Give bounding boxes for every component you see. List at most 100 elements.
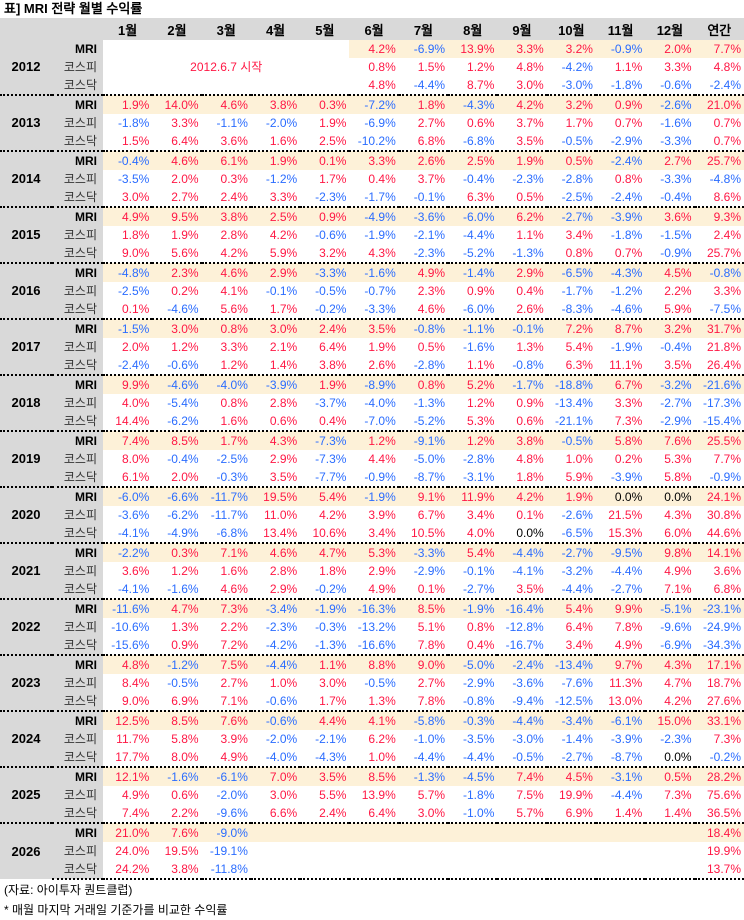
table-row: 코스피 24.0% 19.5% -19.1% 19.9% — [0, 842, 744, 860]
value-cell: 4.6% — [220, 582, 248, 596]
value-cell: 1.3% — [171, 620, 199, 634]
value-cell: -18.8% — [546, 374, 596, 394]
value-cell: -4.4% — [561, 582, 593, 596]
value-cell: -4.4% — [497, 710, 547, 730]
value-cell: 24.1% — [694, 486, 744, 506]
column-header: 3월 — [201, 18, 251, 40]
value-cell — [251, 76, 300, 95]
value-cell: 0.2% — [171, 284, 199, 298]
value-cell: -6.5% — [561, 526, 593, 540]
table-row: 코스닥 17.7% 8.0% 4.9% -4.0% -4.3% 1.0% -4.4% -4.4%… — [0, 748, 744, 767]
value-cell: 25.5% — [694, 430, 744, 450]
value-cell: -1.3% — [398, 766, 449, 786]
value-cell: 5.9% — [664, 302, 692, 316]
value-cell: 5.4% — [448, 542, 498, 562]
value-cell: 2.4% — [220, 190, 248, 204]
value-cell: -7.3% — [300, 430, 350, 450]
value-cell: 2.3% — [152, 262, 202, 282]
value-cell: -3.1% — [595, 766, 646, 786]
year-cell: 2026 — [0, 822, 52, 879]
value-cell: 2.4% — [713, 228, 741, 242]
value-cell: -3.3% — [660, 134, 692, 148]
value-cell: 6.3% — [565, 358, 593, 372]
value-cell: 7.4% — [103, 430, 153, 450]
value-cell: -2.4% — [497, 654, 547, 674]
value-cell: 3.8% — [319, 358, 347, 372]
value-cell: 4.2% — [349, 40, 399, 58]
value-cell: 0.9% — [171, 638, 199, 652]
source-note: (자료: 아이투자 퀀트클럽) — [4, 883, 133, 897]
value-cell: 6.2% — [497, 206, 547, 226]
value-cell: 7.5% — [516, 788, 544, 802]
value-cell: -0.6% — [265, 694, 298, 708]
value-cell: 3.6% — [220, 134, 248, 148]
value-cell — [300, 76, 349, 95]
value-cell: 1.7% — [269, 302, 298, 316]
value-cell — [300, 842, 349, 860]
value-cell: 8.8% — [349, 654, 399, 674]
value-cell: -3.3% — [660, 172, 692, 186]
value-cell: 0.9% — [516, 396, 544, 410]
value-cell: 3.3% — [664, 60, 692, 74]
value-cell: -16.3% — [349, 598, 399, 618]
value-cell — [645, 842, 694, 860]
value-cell: 5.4% — [300, 486, 350, 506]
value-cell: -1.6% — [463, 340, 495, 354]
value-cell: -9.4% — [512, 694, 544, 708]
value-cell: 6.1% — [121, 470, 150, 484]
value-cell: -4.1% — [117, 582, 150, 596]
value-cell: 6.9% — [565, 806, 593, 820]
value-cell: 6.4% — [319, 340, 347, 354]
value-cell: 7.3% — [201, 598, 251, 618]
value-cell: -4.6% — [167, 302, 199, 316]
year-cell: 2020 — [0, 486, 52, 543]
value-cell: 2.6% — [516, 302, 544, 316]
value-cell: -6.8% — [216, 526, 248, 540]
value-cell: -4.8% — [103, 262, 153, 282]
value-cell: 3.8% — [250, 94, 301, 114]
value-cell: 2.7% — [417, 676, 446, 690]
value-cell: 8.5% — [349, 766, 399, 786]
value-cell: -0.6% — [660, 78, 692, 92]
value-cell: 0.5% — [516, 190, 544, 204]
table-row: 코스피 3.6% 1.2% 1.6% 2.8% 1.8% 2.9% -2.9% -0.1% -4.… — [0, 562, 744, 580]
value-cell: 14.0% — [152, 94, 202, 114]
value-cell: 14.1% — [694, 542, 744, 562]
value-cell: 7.6% — [645, 430, 695, 450]
value-cell: 1.6% — [220, 564, 248, 578]
value-cell: 1.2% — [220, 358, 248, 372]
row-label: MRI — [52, 94, 103, 114]
row-label: 코스피 — [52, 786, 103, 804]
value-cell — [547, 842, 596, 860]
table-row: 코스피 11.7% 5.8% 3.9% -2.0% -2.1% 6.2% -1.0% -3.5%… — [0, 730, 744, 748]
value-cell: 8.7% — [467, 78, 495, 92]
value-cell: 3.0% — [319, 676, 347, 690]
row-label: MRI — [52, 262, 103, 282]
value-cell: -0.9% — [660, 246, 692, 260]
value-cell: 4.8% — [368, 78, 396, 92]
value-cell: -4.1% — [512, 564, 544, 578]
value-cell: -4.4% — [610, 564, 643, 578]
value-cell — [595, 860, 646, 880]
value-cell: 9.3% — [694, 206, 744, 226]
table-row: 2021 MRI -2.2% 0.3% 7.1% 4.6% 4.7% 5.3% -3.3% 5.4… — [0, 542, 744, 599]
value-cell: 1.0% — [368, 750, 396, 764]
value-cell: 1.9% — [300, 374, 350, 394]
table-row: 코스피 2012.6.7 시작 0.8% 1.5% 1.2% 4.8% -4.2% 1.1% 3… — [0, 58, 744, 76]
value-cell: -11.6% — [103, 598, 153, 618]
row-label: 코스피 — [52, 114, 103, 132]
value-cell: 0.5% — [417, 340, 446, 354]
value-cell: -4.6% — [610, 302, 643, 316]
value-cell: 5.5% — [319, 788, 347, 802]
year-cell: 2022 — [0, 598, 52, 655]
value-cell: 2.5% — [319, 134, 347, 148]
value-cell: 6.1% — [201, 150, 251, 170]
value-cell: 3.3% — [713, 284, 741, 298]
value-cell: 2.1% — [269, 340, 298, 354]
value-cell: -0.4% — [463, 172, 495, 186]
value-cell: 3.6% — [645, 206, 695, 226]
value-cell: 1.9% — [368, 340, 396, 354]
value-cell: 6.4% — [368, 806, 396, 820]
value-cell: 3.2% — [546, 94, 596, 114]
value-cell: 5.7% — [516, 806, 544, 820]
